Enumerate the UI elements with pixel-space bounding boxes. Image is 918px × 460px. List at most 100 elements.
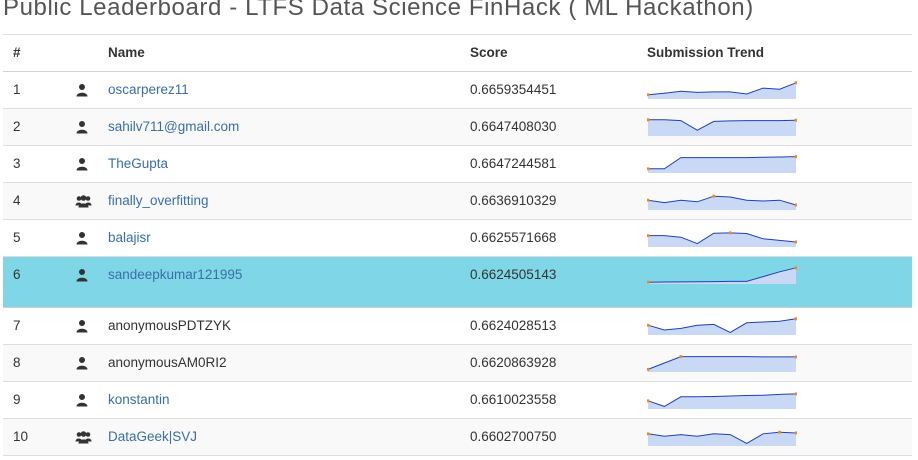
sparkline-point (794, 431, 797, 435)
team-name-link[interactable]: sahilv711@gmail.com (108, 119, 240, 134)
sparkline-point (794, 392, 797, 396)
users-icon (75, 419, 95, 455)
sparkline-point (794, 317, 797, 321)
team-name-link[interactable]: finally_overfitting (108, 193, 209, 208)
table-row: 5 balajisr 0.6625571668 (3, 220, 912, 257)
score-cell: 0.6602700750 (470, 429, 557, 444)
sparkline-chart (647, 81, 797, 99)
sparkline-line (647, 82, 797, 96)
rank-cell: 1 (13, 82, 21, 97)
name-cell: anonymousPDTZYK (108, 308, 231, 344)
sparkline-chart (647, 266, 797, 284)
team-name-link[interactable]: konstantin (108, 392, 170, 407)
users-icon (75, 183, 95, 219)
sparkline-point (647, 198, 650, 202)
name-cell: balajisr (108, 220, 151, 256)
table-row: 8 anonymousAM0RI2 0.6620863928 (3, 345, 912, 382)
name-cell: anonymousAM0RI2 (108, 345, 227, 381)
team-name-link[interactable]: balajisr (108, 230, 151, 245)
sparkline-chart (647, 355, 797, 372)
sparkline-line (648, 119, 797, 131)
rank-cell: 5 (13, 230, 21, 245)
table-body: 1 oscarperez11 0.6659354451 2 sahilv711@gmai… (3, 72, 912, 456)
sparkline-point (647, 399, 650, 403)
sparkline-chart (647, 118, 797, 136)
sparkline-area (648, 432, 796, 446)
sparkline-line (647, 195, 797, 206)
name-cell: DataGeek|SVJ (108, 419, 197, 455)
sparkline-point (679, 355, 683, 359)
table-row: 9 konstantin 0.6610023558 (3, 382, 912, 419)
table-row: 3 TheGupta 0.6647244581 (3, 146, 912, 183)
sparkline-point (712, 194, 716, 198)
user-icon (75, 308, 95, 344)
table-header: # Name Score Submission Trend (3, 35, 912, 72)
sparkline-point (794, 118, 797, 122)
team-name-link[interactable]: oscarperez11 (108, 82, 189, 97)
name-cell: finally_overfitting (108, 183, 209, 219)
sparkline-point (647, 432, 650, 436)
sparkline-chart (647, 231, 797, 247)
name-cell: oscarperez11 (108, 72, 189, 108)
header-name: Name (108, 45, 145, 60)
sparkline-area (648, 119, 796, 136)
sparkline-point (647, 167, 650, 171)
table-row: 2 sahilv711@gmail.com 0.6647408030 (3, 109, 912, 146)
rank-cell: 2 (13, 119, 21, 134)
user-icon (75, 382, 95, 418)
team-name: anonymousAM0RI2 (108, 355, 227, 370)
user-icon (75, 146, 95, 182)
score-cell: 0.6624505143 (470, 267, 557, 282)
sparkline-chart (647, 392, 797, 409)
table-row: 1 oscarperez11 0.6659354451 (3, 72, 912, 109)
rank-cell: 3 (13, 156, 21, 171)
sparkline-line (647, 267, 797, 283)
sparkline-area (648, 196, 796, 210)
sparkline-chart (647, 317, 797, 335)
sparkline-line (647, 431, 797, 444)
sparkline-line (647, 318, 797, 333)
sparkline-line (648, 232, 797, 245)
table-row: 7 anonymousPDTZYK 0.6624028513 (3, 308, 912, 345)
sparkline-point (794, 81, 797, 85)
team-name-link[interactable]: sandeepkumar121995 (108, 267, 243, 282)
sparkline-line (647, 393, 797, 407)
sparkline-line (648, 156, 797, 170)
sparkline-chart (647, 194, 797, 210)
user-icon (75, 345, 95, 381)
score-cell: 0.6647244581 (470, 156, 557, 171)
sparkline-area (648, 393, 796, 409)
header-rank: # (13, 45, 21, 60)
name-cell: TheGupta (108, 146, 168, 182)
header-score: Score (470, 45, 508, 60)
name-cell: sahilv711@gmail.com (108, 109, 239, 145)
team-name-link[interactable]: TheGupta (108, 156, 169, 171)
team-name-link[interactable]: DataGeek|SVJ (108, 429, 198, 444)
sparkline-point (647, 234, 650, 238)
user-icon (75, 220, 95, 256)
sparkline-point (728, 231, 732, 235)
sparkline-point (794, 240, 797, 244)
sparkline-area (648, 232, 796, 247)
score-cell: 0.6625571668 (470, 230, 557, 245)
page-title: Public Leaderboard - LTFS Data Science F… (3, 0, 754, 21)
sparkline-chart (647, 155, 797, 173)
table-row: 6 sandeepkumar121995 0.6624505143 (3, 257, 912, 308)
user-icon (75, 72, 95, 108)
rank-cell: 8 (13, 355, 21, 370)
sparkline-point (647, 118, 650, 122)
sparkline-area (648, 156, 796, 173)
rank-cell: 9 (13, 392, 21, 407)
sparkline-point (794, 203, 797, 207)
sparkline-point (647, 367, 650, 371)
leaderboard-table: # Name Score Submission Trend 1 oscarpere… (3, 34, 912, 456)
team-name: anonymousPDTZYK (108, 318, 232, 333)
table-row: 4 finally_overfitting 0.6636910329 (3, 183, 912, 220)
table-row: 10 DataGeek|SVJ 0.6602700750 (3, 419, 912, 456)
score-cell: 0.6620863928 (470, 355, 557, 370)
sparkline-line (647, 356, 796, 370)
score-cell: 0.6659354451 (470, 82, 557, 97)
sparkline-point (647, 93, 650, 97)
sparkline-point (794, 355, 797, 359)
sparkline-chart (647, 430, 797, 446)
